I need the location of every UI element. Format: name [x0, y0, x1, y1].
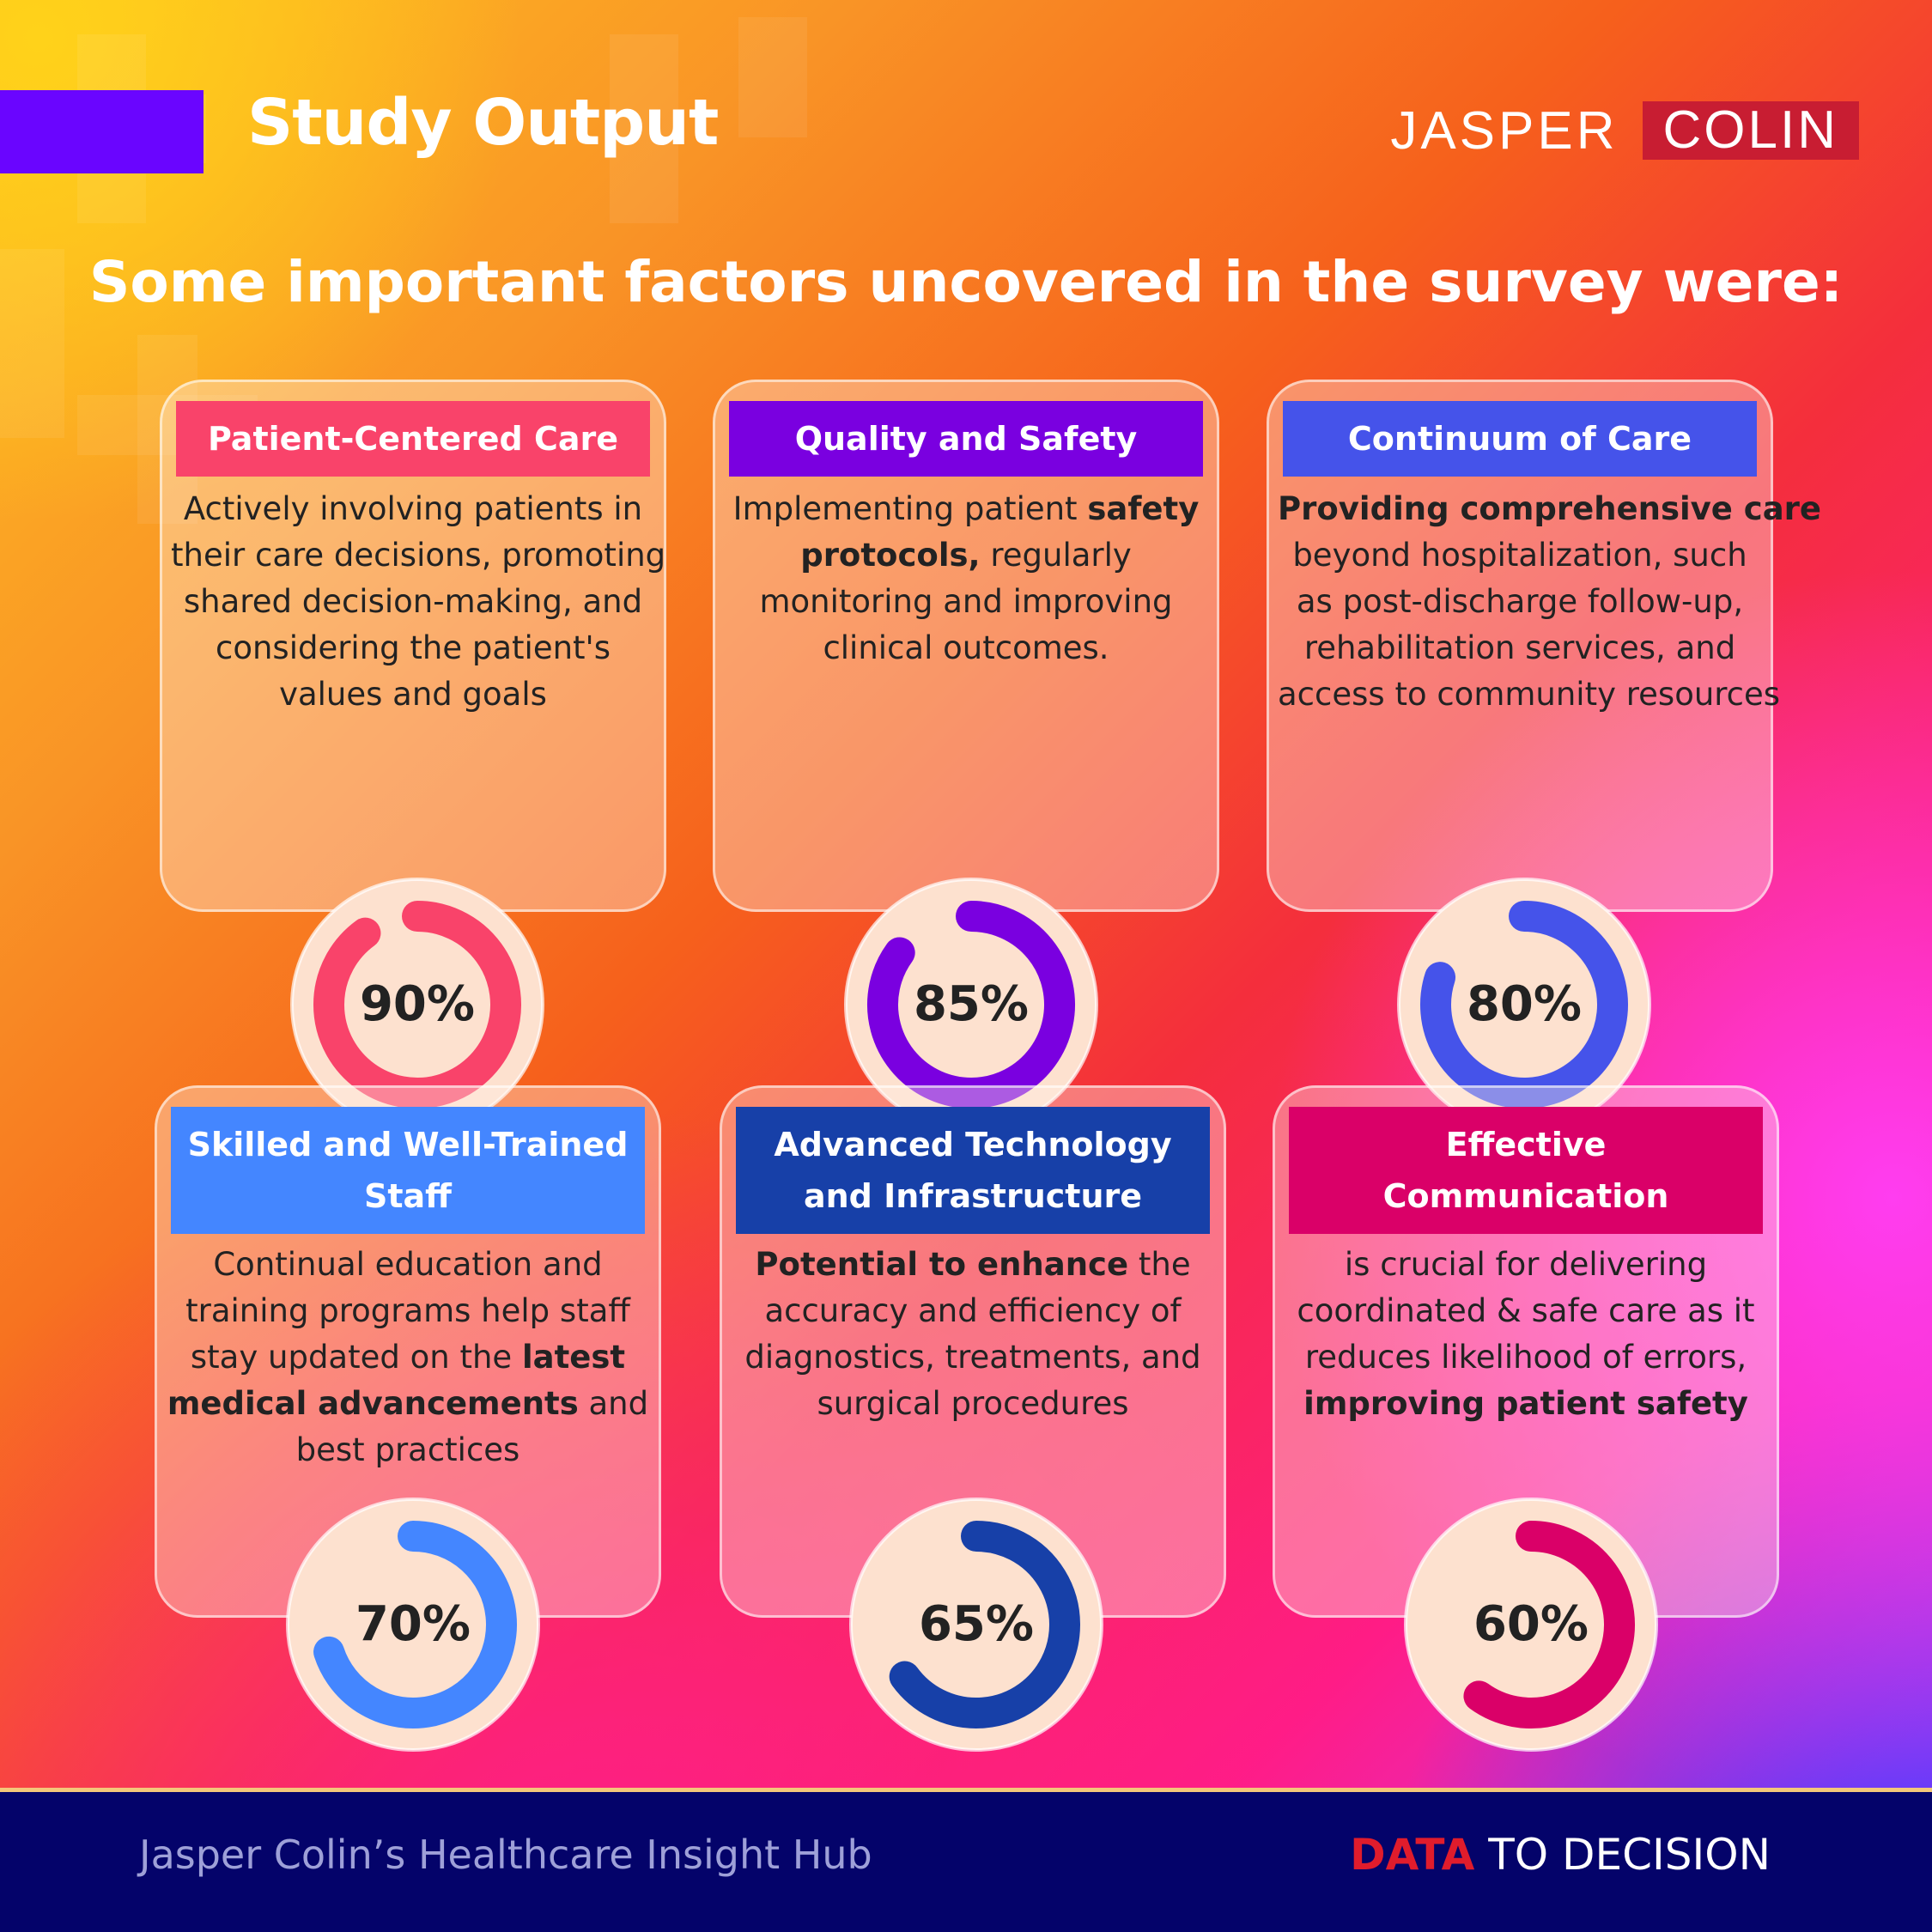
description-line: monitoring and improving	[759, 583, 1173, 620]
donut-progress-arc	[313, 901, 521, 1109]
footer-hub-name: Jasper Colin’s Healthcare Insight Hub	[139, 1832, 872, 1878]
card-title: Patient-Centered Care	[176, 401, 650, 477]
description-line: their care decisions, promoting	[171, 537, 666, 574]
percentage-donut: 70%	[284, 1496, 542, 1753]
percentage-label: 80%	[1466, 976, 1583, 1032]
description-line: access to community resources	[1278, 676, 1781, 713]
page-title: Study Output	[247, 86, 719, 160]
card-title: Effective Communication	[1289, 1107, 1763, 1234]
description-line: values and goals	[279, 676, 547, 713]
tagline-accent: DATA	[1350, 1830, 1475, 1880]
factor-card-skilled-and-well-trained-staff: Skilled and Well-Trained Staff Continual e…	[155, 1085, 661, 1752]
donut-chart	[1404, 1498, 1658, 1752]
footer: Jasper Colin’s Healthcare Insight Hub DA…	[0, 1792, 1932, 1932]
description-line: Potential to enhance the	[755, 1246, 1191, 1283]
card-title-line: Patient-Centered Care	[207, 420, 619, 458]
donut-chart	[286, 1498, 540, 1752]
factor-card-continuum-of-care: Continuum of Care Providing comprehensive…	[1267, 380, 1822, 1132]
percentage-donut: 85%	[842, 876, 1100, 1133]
percentage-donut: 90%	[289, 876, 546, 1133]
description-line: improving patient safety	[1303, 1385, 1748, 1422]
brand-logo: JASPER COLIN	[1390, 100, 1859, 161]
card-title: Continuum of Care	[1283, 401, 1757, 477]
description-line: considering the patient's	[215, 629, 611, 666]
description-line: diagnostics, treatments, and	[744, 1339, 1201, 1376]
logo-jasper-text: JASPER	[1390, 100, 1619, 161]
description-line: coordinated & safe care as it	[1297, 1292, 1755, 1329]
percentage-donut: 60%	[1402, 1496, 1660, 1753]
donut-chart	[849, 1498, 1103, 1752]
factor-card-advanced-technology-and-infrastructure: Advanced Technology and Infrastructure Pot…	[720, 1085, 1226, 1752]
card-description: Providing comprehensive care beyond hospi…	[1278, 486, 1822, 718]
donut-progress-arc	[1420, 901, 1628, 1109]
description-line: reduces likelihood of errors,	[1304, 1339, 1747, 1376]
card-title-line: and Infrastructure	[803, 1177, 1143, 1215]
card-title-line: Staff	[364, 1177, 452, 1215]
description-line: clinical outcomes.	[823, 629, 1109, 666]
description-line: protocols, regularly	[800, 537, 1132, 574]
card-description: Implementing patient safety protocols, re…	[724, 486, 1208, 671]
card-title: Advanced Technology and Infrastructure	[736, 1107, 1210, 1234]
percentage-donut: 80%	[1395, 876, 1653, 1133]
accent-bar	[0, 90, 204, 173]
donut-progress-arc	[1463, 1521, 1635, 1728]
percentage-donut: 65%	[848, 1496, 1105, 1753]
card-description: Actively involving patients in their care…	[171, 486, 666, 718]
card-description: is crucial for delivering coordinated & s…	[1284, 1242, 1768, 1427]
card-title: Quality and Safety	[729, 401, 1203, 477]
card-title: Skilled and Well-Trained Staff	[171, 1107, 645, 1234]
decorative-cross	[738, 17, 807, 137]
decorative-cross	[0, 249, 64, 438]
donut-chart	[1397, 878, 1651, 1132]
description-line: is crucial for delivering	[1344, 1246, 1708, 1283]
description-line: accuracy and efficiency of	[764, 1292, 1182, 1329]
description-line: beyond hospitalization, such	[1292, 537, 1747, 574]
percentage-label: 65%	[918, 1596, 1035, 1652]
card-description: Potential to enhance the accuracy and eff…	[731, 1242, 1215, 1427]
card-title-line: Advanced Technology	[774, 1126, 1172, 1163]
card-title-line: Communication	[1382, 1177, 1669, 1215]
donut-progress-arc	[889, 1521, 1080, 1728]
description-line: medical advancements and	[167, 1385, 649, 1422]
donut-chart	[844, 878, 1098, 1132]
percentage-label: 70%	[355, 1596, 471, 1652]
description-line: Actively involving patients in	[183, 490, 643, 527]
card-title-line: Quality and Safety	[794, 420, 1138, 458]
percentage-label: 90%	[359, 976, 476, 1032]
card-title-line: Skilled and Well-Trained	[187, 1126, 629, 1163]
decorative-cross	[610, 34, 678, 223]
percentage-label: 60%	[1473, 1596, 1589, 1652]
factor-card-quality-and-safety: Quality and Safety Implementing patient s…	[713, 380, 1219, 1132]
survey-headline: Some important factors uncovered in the …	[88, 249, 1844, 315]
description-line: Continual education and	[213, 1246, 603, 1283]
description-line: rehabilitation services, and	[1303, 629, 1736, 666]
card-title-line: Continuum of Care	[1347, 420, 1692, 458]
footer-divider	[0, 1788, 1932, 1792]
donut-progress-arc	[313, 1521, 517, 1728]
card-description: Continual education and training programs…	[166, 1242, 650, 1473]
description-line: Providing comprehensive care	[1278, 490, 1822, 527]
card-title-line: Effective	[1445, 1126, 1607, 1163]
factor-card-effective-communication: Effective Communication is crucial for del…	[1273, 1085, 1779, 1752]
factor-card-patient-centered-care: Patient-Centered Care Actively involving …	[160, 380, 666, 1132]
description-line: as post-discharge follow-up,	[1296, 583, 1744, 620]
donut-chart	[290, 878, 544, 1132]
description-line: training programs help staff	[185, 1292, 630, 1329]
description-line: best practices	[295, 1431, 520, 1468]
footer-tagline: DATA TO DECISION	[1350, 1830, 1771, 1880]
description-line: shared decision-making, and	[183, 583, 643, 620]
percentage-label: 85%	[913, 976, 1030, 1032]
logo-colin-text: COLIN	[1642, 101, 1859, 160]
tagline-rest: TO DECISION	[1474, 1830, 1771, 1880]
description-line: surgical procedures	[817, 1385, 1129, 1422]
description-line: Implementing patient safety	[732, 490, 1200, 527]
donut-progress-arc	[867, 901, 1075, 1109]
description-line: stay updated on the latest	[190, 1339, 626, 1376]
